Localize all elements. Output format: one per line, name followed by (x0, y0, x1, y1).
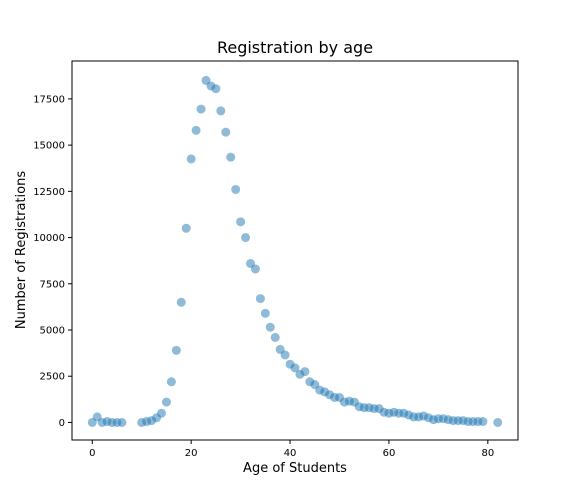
data-point (493, 417, 503, 427)
data-point (161, 397, 171, 407)
data-point (181, 223, 191, 233)
data-point (191, 125, 201, 135)
data-point (241, 233, 251, 243)
data-point (300, 367, 310, 377)
x-tick-label: 20 (185, 448, 198, 459)
y-tick-label: 0 (59, 418, 65, 429)
x-axis-label: Age of Students (243, 461, 347, 476)
x-tick-label: 80 (481, 448, 494, 459)
data-point (250, 264, 260, 274)
x-axis-ticks: 0 20 40 60 80 (89, 440, 494, 459)
data-point (236, 217, 246, 227)
data-point (176, 297, 186, 307)
data-point (216, 106, 226, 116)
y-tick-label: 12500 (33, 187, 65, 198)
data-point (270, 332, 280, 342)
data-point (171, 345, 181, 355)
data-point (211, 84, 221, 94)
chart-title: Registration by age (217, 38, 373, 57)
data-point (231, 184, 241, 194)
y-axis-ticks: 0 2500 5000 7500 10000 12500 15000 17500 (33, 94, 72, 429)
y-tick-label: 10000 (33, 233, 65, 244)
y-tick-label: 5000 (40, 325, 65, 336)
data-point (196, 104, 206, 114)
data-point (221, 127, 231, 137)
data-point (117, 417, 127, 427)
data-point (290, 363, 300, 373)
data-point (260, 308, 270, 318)
x-tick-label: 40 (284, 448, 297, 459)
x-tick-label: 0 (89, 448, 95, 459)
data-points (87, 75, 503, 427)
data-point (226, 152, 236, 162)
y-tick-label: 15000 (33, 141, 65, 152)
data-point (265, 322, 275, 332)
data-point (280, 350, 290, 360)
y-tick-label: 2500 (40, 372, 65, 383)
data-point (478, 417, 488, 427)
data-point (166, 377, 176, 387)
y-tick-label: 7500 (40, 279, 65, 290)
y-tick-label: 17500 (33, 94, 65, 105)
x-tick-label: 60 (383, 448, 396, 459)
data-point (186, 154, 196, 164)
plot-frame (71, 60, 519, 441)
y-axis-label: Number of Registrations (14, 171, 29, 329)
data-point (255, 294, 265, 304)
data-point (157, 408, 166, 418)
